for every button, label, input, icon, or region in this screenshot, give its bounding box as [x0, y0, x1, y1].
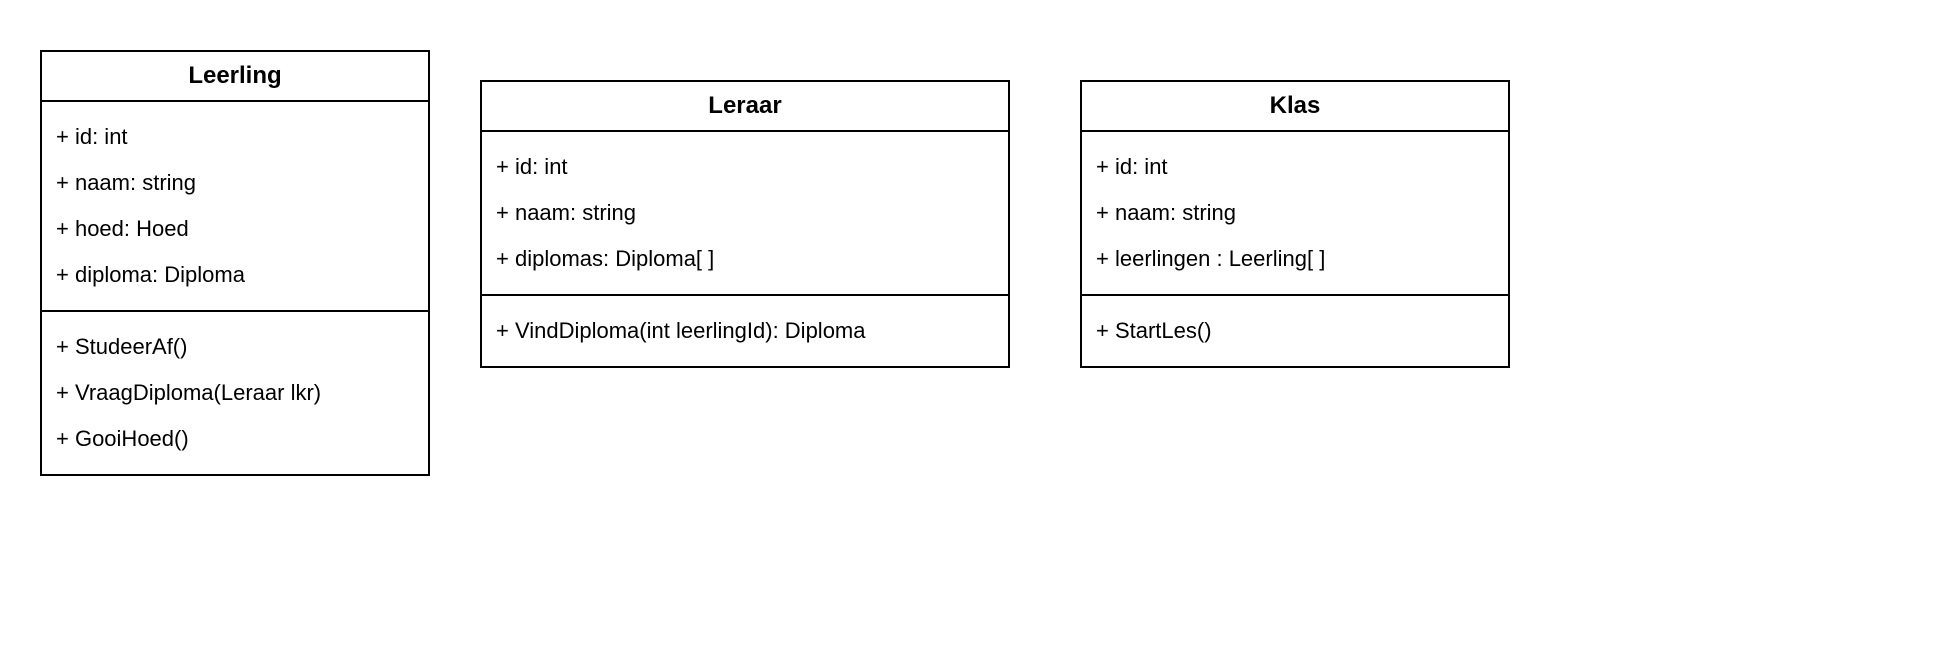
uml-methods-section: + StudeerAf() + VraagDiploma(Leraar lkr)… [42, 310, 428, 474]
uml-attribute: + naam: string [1096, 190, 1494, 236]
uml-class-leerling: Leerling + id: int + naam: string + hoed… [40, 50, 430, 476]
uml-attribute: + id: int [1096, 144, 1494, 190]
uml-method: + StartLes() [1096, 308, 1494, 354]
uml-class-leraar: Leraar + id: int + naam: string + diplom… [480, 80, 1010, 368]
uml-class-klas: Klas + id: int + naam: string + leerling… [1080, 80, 1510, 368]
uml-class-title: Leerling [42, 52, 428, 102]
uml-attributes-section: + id: int + naam: string + diplomas: Dip… [482, 132, 1008, 294]
uml-class-title: Leraar [482, 82, 1008, 132]
uml-attribute: + naam: string [56, 160, 414, 206]
uml-method: + GooiHoed() [56, 416, 414, 462]
uml-attribute: + diplomas: Diploma[ ] [496, 236, 994, 282]
uml-methods-section: + VindDiploma(int leerlingId): Diploma [482, 294, 1008, 366]
uml-method: + StudeerAf() [56, 324, 414, 370]
uml-attribute: + id: int [496, 144, 994, 190]
uml-method: + VraagDiploma(Leraar lkr) [56, 370, 414, 416]
uml-attribute: + diploma: Diploma [56, 252, 414, 298]
uml-attributes-section: + id: int + naam: string + hoed: Hoed + … [42, 102, 428, 310]
uml-methods-section: + StartLes() [1082, 294, 1508, 366]
uml-attributes-section: + id: int + naam: string + leerlingen : … [1082, 132, 1508, 294]
uml-attribute: + hoed: Hoed [56, 206, 414, 252]
uml-method: + VindDiploma(int leerlingId): Diploma [496, 308, 994, 354]
uml-attribute: + leerlingen : Leerling[ ] [1096, 236, 1494, 282]
uml-attribute: + naam: string [496, 190, 994, 236]
uml-class-title: Klas [1082, 82, 1508, 132]
uml-diagram-canvas: Leerling + id: int + naam: string + hoed… [20, 20, 1953, 644]
uml-attribute: + id: int [56, 114, 414, 160]
